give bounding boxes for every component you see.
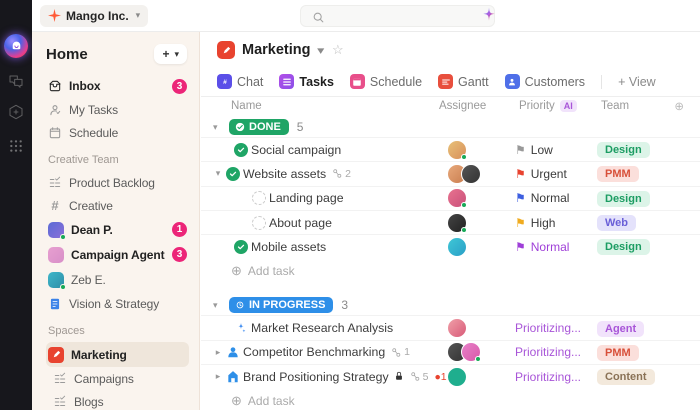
svg-text:#: #: [223, 79, 227, 86]
